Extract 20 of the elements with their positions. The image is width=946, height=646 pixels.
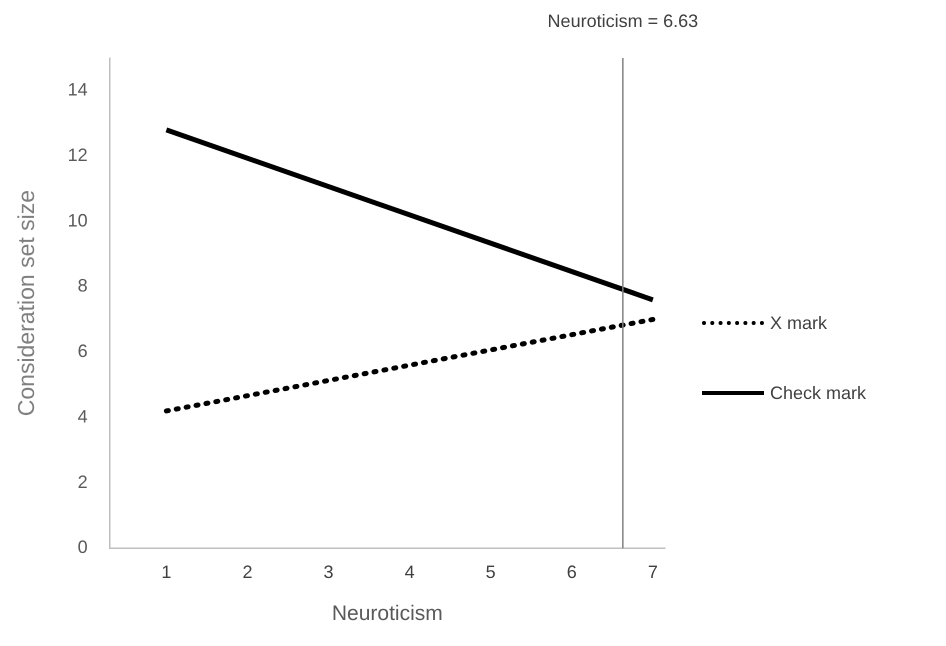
y-tick-label: 8 [78, 276, 88, 296]
x-tick-label: 7 [648, 562, 658, 582]
x-tick-label: 2 [242, 562, 252, 582]
legend-label: Check mark [770, 382, 866, 404]
y-tick-label: 2 [78, 472, 88, 492]
x-tick-label: 5 [486, 562, 496, 582]
y-tick-label: 6 [78, 341, 88, 362]
y-tick-label: 4 [78, 406, 88, 426]
y-tick-label: 12 [68, 145, 88, 166]
x-axis-title: Neuroticism [332, 602, 443, 626]
x-tick-label: 4 [404, 562, 415, 582]
x-tick-label: 1 [161, 562, 172, 582]
x-tick-label: 3 [324, 562, 334, 582]
y-tick-label: 0 [78, 537, 88, 558]
legend-label: X mark [770, 312, 828, 334]
y-tick-label: 14 [68, 80, 88, 100]
y-tick-label: 10 [68, 210, 88, 230]
y-axis-title: Consideration set size [13, 190, 40, 416]
x-tick-label: 6 [566, 562, 577, 582]
ref-line-label: Neuroticism = 6.63 [548, 10, 698, 31]
